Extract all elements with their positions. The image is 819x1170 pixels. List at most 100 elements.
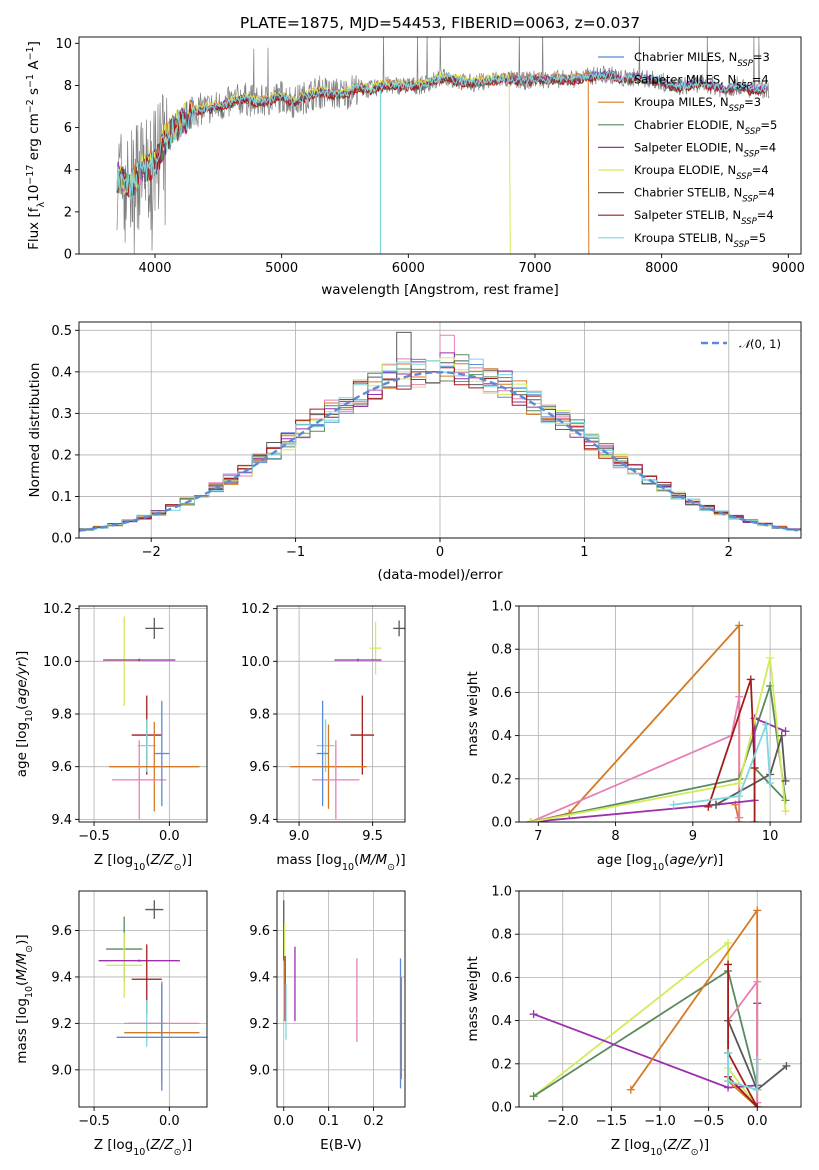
weight-marker	[753, 1085, 762, 1094]
y-tick-label: 9.6	[51, 924, 72, 939]
y-tick-label: 1.0	[491, 885, 512, 900]
x-axis-label-part: Z/Z	[667, 1137, 692, 1153]
y-tick-label: 9.6	[249, 924, 270, 939]
legend-tail: =3	[744, 95, 761, 109]
x-tick-label: 0.0	[747, 1114, 768, 1129]
x-tick-label: 2	[725, 545, 733, 560]
legend-tail: =5	[749, 231, 766, 245]
y-axis-label-part: erg cm	[26, 113, 42, 164]
legend-entry: Chabrier STELIB, NSSP=4	[634, 186, 775, 205]
weight-marker	[724, 960, 733, 969]
weight-marker	[753, 1055, 762, 1064]
x-axis-label: age [log10(age/yr)]	[597, 852, 723, 873]
x-tick-label: 9	[689, 829, 697, 844]
y-tick-label: 0.2	[491, 1057, 512, 1072]
x-tick-label: 1	[580, 545, 588, 560]
weight-marker	[753, 1103, 762, 1107]
x-tick-label: 0	[436, 545, 444, 560]
x-axis-label-part: (	[145, 852, 150, 868]
weight-marker	[735, 792, 744, 801]
weight-marker	[753, 977, 762, 986]
model-line-4	[116, 70, 766, 196]
age-vs-mass-errorbars	[290, 620, 405, 820]
y-tick-label: 9.8	[249, 708, 270, 723]
legend-entry: 𝒩(0, 1)	[739, 337, 781, 351]
x-axis-label-part: ⊙	[387, 862, 395, 873]
y-axis-label: mass [log10(M/M⊙)]	[14, 934, 35, 1063]
y-tick-label: 0.5	[51, 324, 72, 339]
spectrum-lines	[116, 37, 770, 254]
weight-line-0	[530, 624, 741, 822]
legend-text: Chabrier STELIB, N	[634, 186, 742, 200]
weight-marker	[781, 807, 790, 816]
legend-sub: SSP	[745, 127, 761, 137]
y-axis-label-part: age [log	[14, 722, 30, 777]
y-axis-label-part: age/yr	[14, 660, 30, 705]
y-tick-label: 0.4	[491, 729, 512, 744]
y-tick-label: 0.4	[491, 1014, 512, 1029]
y-axis-label-part: s	[26, 88, 42, 99]
y-axis-label-part: λ	[36, 202, 47, 208]
x-axis-label: Z [log10(Z/Z⊙)]	[94, 852, 192, 873]
y-tick-label: 10.2	[43, 602, 72, 617]
x-axis-label: mass [log10(M/M⊙)]	[276, 852, 405, 873]
axes-frame	[78, 605, 208, 823]
legend-text: Chabrier ELODIE, N	[634, 118, 745, 132]
x-axis-label-part: 10	[133, 862, 145, 873]
legend-tail: =4	[759, 140, 776, 154]
weight-marker	[781, 776, 790, 785]
x-axis-label-part: 10	[650, 1147, 662, 1158]
x-tick-label: 0.0	[159, 829, 180, 844]
axes-frame	[78, 321, 802, 539]
y-tick-label: 10.0	[43, 655, 72, 670]
legend-args: (0, 1)	[750, 337, 781, 351]
weight-marker	[750, 818, 759, 822]
y-tick-label: 0.1	[51, 490, 72, 505]
legend-tail: =5	[760, 118, 777, 132]
weight-line-1	[530, 695, 741, 822]
y-tick-label: 2	[64, 205, 72, 220]
weight-marker	[766, 653, 775, 662]
x-tick-label: 7	[534, 829, 542, 844]
x-tick-label: 0.2	[363, 1114, 384, 1129]
legend-sub: SSP	[734, 240, 750, 250]
legend-entry: Kroupa MILES, NSSP=3	[634, 95, 761, 114]
legend-text: Kroupa MILES, N	[634, 95, 729, 109]
y-axis-label-part: )]	[14, 651, 30, 662]
y-tick-label: 0.0	[491, 816, 512, 831]
y-tick-label: 6	[64, 121, 72, 136]
y-tick-label: 0	[64, 248, 72, 263]
mass-vs-z-errorbars	[98, 900, 207, 1091]
y-axis-label-part: ]	[26, 41, 42, 46]
y-tick-label: 9.2	[51, 1017, 72, 1032]
x-axis-label-part: )]	[182, 1137, 193, 1153]
weight-marker	[735, 621, 744, 630]
y-tick-label: 0.4	[51, 365, 72, 380]
weight-marker	[529, 1092, 538, 1101]
x-axis-label-part: 10	[342, 862, 354, 873]
y-tick-label: 0.6	[491, 686, 512, 701]
weight-line-1	[533, 970, 759, 1097]
age-vs-z-errorbars	[103, 616, 200, 820]
weight-marker	[724, 1049, 733, 1057]
axes-frame	[518, 890, 802, 1108]
weight-line-7	[673, 723, 771, 806]
x-tick-label: 8000	[645, 261, 678, 276]
x-tick-label: 0.0	[273, 1114, 294, 1129]
histogram-lines	[79, 331, 801, 533]
weight-marker	[526, 818, 535, 822]
x-axis-label-part: Z [log	[94, 852, 133, 868]
axes-frame	[78, 890, 208, 1108]
x-tick-label: −0.5	[78, 1114, 110, 1129]
y-tick-label: 0.8	[491, 643, 512, 658]
weight-marker	[724, 938, 733, 947]
x-axis-label-part: E(B-V)	[320, 1137, 362, 1153]
x-tick-label: 9.0	[289, 829, 310, 844]
weight-marker	[746, 675, 755, 684]
y-axis-label-part: −1	[25, 74, 36, 88]
x-tick-label: −0.5	[693, 1114, 725, 1129]
x-axis-label-part: (	[662, 1137, 667, 1153]
y-tick-label: 0.8	[491, 928, 512, 943]
legend-entry: Salpeter ELODIE, NSSP=4	[634, 140, 776, 159]
y-axis-label-part: (	[14, 705, 30, 710]
